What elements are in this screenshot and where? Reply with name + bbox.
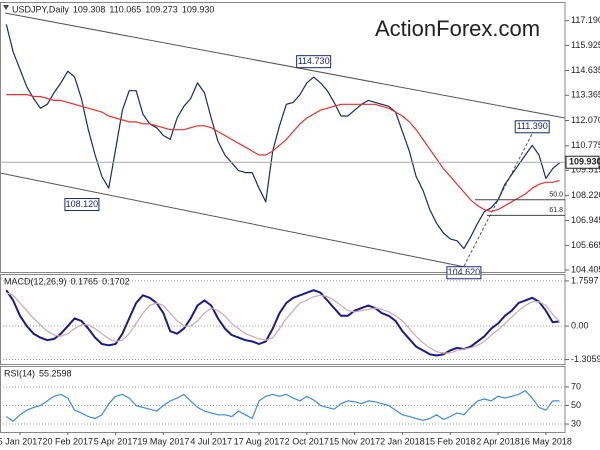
annotation-box (296, 55, 332, 69)
panel-frame (0, 274, 566, 365)
watermark: ActionForex.com (375, 16, 540, 41)
panel-header: 0.1765 (71, 276, 99, 286)
annotation-label: 104.620 (448, 267, 481, 277)
y-tick-label: 1.7597 (571, 275, 599, 285)
series-line (6, 292, 560, 354)
fib-label: 50.0 (549, 192, 563, 199)
x-tick-label: 20 Feb 2017 (42, 436, 93, 446)
series-line (5, 24, 560, 250)
panel-header: RSI(14) (4, 368, 35, 378)
header-icon (3, 5, 9, 10)
y-tick-label: 109.515 (571, 165, 600, 175)
y-tick-label: 117.190 (571, 15, 600, 25)
fib-label: 61.8 (549, 207, 563, 214)
panel-header: 110.065 (109, 4, 141, 14)
last-price-box (565, 155, 600, 169)
annotation-label: 111.390 (517, 121, 548, 131)
y-tick-label: 110.775 (571, 140, 600, 150)
annotation-box (64, 198, 100, 212)
annotation-box (514, 120, 550, 134)
panel-header: MACD(12,26,9) (4, 276, 67, 286)
x-tick-label: 2 Oct 2017 (285, 436, 329, 446)
y-tick-label: 104.405 (571, 264, 600, 274)
x-tick-label: 19 May 2017 (137, 436, 189, 446)
y-tick-label: 115.925 (571, 40, 600, 50)
panel-frame (0, 2, 566, 273)
x-tick-label: 17 Aug 2017 (234, 436, 285, 446)
x-tick-label: 15 Feb 2018 (425, 436, 476, 446)
annotation-label: 108.120 (66, 199, 99, 209)
x-tick-label: 2 Apr 2018 (476, 436, 520, 446)
series-line (6, 94, 560, 213)
y-tick-label: 0.00 (571, 320, 589, 330)
panel-header: 109.930 (182, 4, 215, 14)
y-tick-label: 30 (571, 418, 581, 428)
x-tick-label: 2 Jan 2018 (380, 436, 425, 446)
y-tick-label: 114.635 (571, 65, 600, 75)
y-tick-label: 108.220 (571, 190, 600, 200)
annotation-label: 114.730 (298, 56, 330, 66)
panel-header: USDJPY,Daily (12, 4, 69, 14)
y-tick-label: 113.365 (571, 90, 600, 100)
x-tick-label: 5 Jan 2017 (0, 436, 42, 446)
x-tick-label: 5 Apr 2017 (94, 436, 138, 446)
panel-frame (0, 366, 566, 433)
panel-header: 109.308 (73, 4, 106, 14)
annotation-box (446, 266, 482, 280)
x-tick-label: 4 Jul 2017 (190, 436, 232, 446)
series-line (5, 390, 560, 422)
x-tick-label: 16 May 2018 (520, 436, 572, 446)
panel-header: 55.2598 (39, 368, 72, 378)
panel-header: 0.1702 (102, 276, 130, 286)
channel-upper (4, 12, 566, 119)
y-tick-label: 50 (571, 400, 581, 410)
y-tick-label: 106.945 (571, 215, 600, 225)
last-price-label: 109.930 (569, 157, 600, 167)
panel-header: 109.273 (145, 4, 178, 14)
y-tick-label: -1.3059 (571, 354, 600, 364)
y-tick-label: 70 (571, 381, 581, 391)
y-tick-label: 112.070 (571, 115, 600, 125)
x-tick-label: 15 Nov 2017 (329, 436, 380, 446)
channel-lower (0, 172, 471, 269)
y-tick-label: 105.665 (571, 240, 600, 250)
